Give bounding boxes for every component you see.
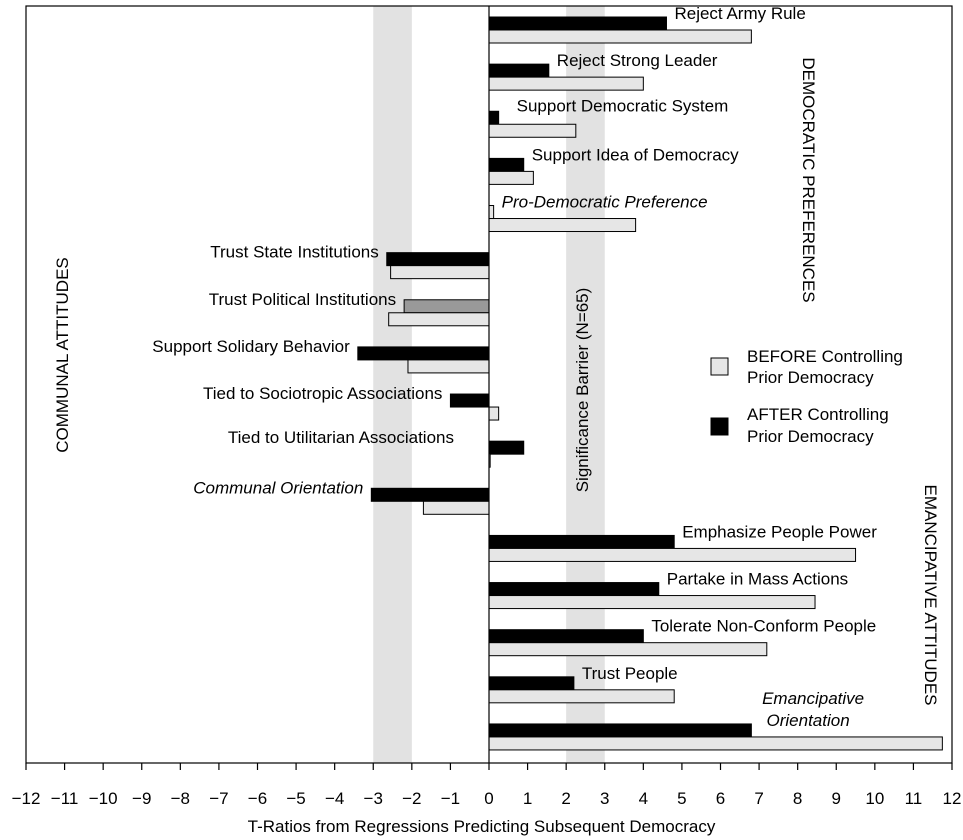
x-tick-label: 10: [865, 789, 884, 808]
legend-label-after-line2: Prior Democracy: [747, 427, 874, 446]
x-tick-label: 9: [832, 789, 841, 808]
significance-barrier-label: Significance Barrier (N=65): [573, 288, 592, 493]
x-tick-label: −4: [325, 789, 344, 808]
category-label-orientation: Orientation: [767, 711, 850, 730]
category-label-support-democratic-system: Support Democratic System: [517, 96, 729, 115]
bar-after-emancipative-orientation: [488, 723, 752, 738]
bar-before-pro-democratic-preference: [488, 218, 637, 233]
x-tick-label: −12: [12, 789, 41, 808]
bar-after-support-democratic-system: [488, 110, 500, 125]
bar-before-reject-army-rule: [488, 29, 752, 44]
bar-before-tied-to-sociotropic-associations: [488, 406, 500, 421]
category-label-reject-army-rule: Reject Army Rule: [674, 4, 805, 23]
bar-after-support-solidary-behavior: [357, 346, 490, 361]
x-tick-label: −8: [171, 789, 190, 808]
bar-before-emancipative-orientation: [488, 736, 943, 751]
bar-before-support-solidary-behavior: [407, 359, 490, 374]
bar-after-trust-people: [488, 676, 575, 691]
bar-before-communal-orientation: [422, 500, 490, 515]
x-tick-label: −6: [248, 789, 267, 808]
tick-layer: −12 −11 −10 −9 −8 −7 −6 −5 −4 −3 −2 −1 0 1 2 3 4 5 6 7 8 9 10 1…: [12, 763, 962, 808]
bar-before-support-democratic-system: [488, 123, 577, 138]
bar-before-support-idea-of-democracy: [488, 170, 534, 185]
category-label-tolerate-non-conform-people: Tolerate Non-Conform People: [651, 617, 876, 636]
group-label-emancipative-attitudes: EMANCIPATIVE ATTITUDES: [921, 484, 940, 705]
category-label-support-solidary-behavior: Support Solidary Behavior: [152, 337, 350, 356]
group-label-communal-attitudes: COMMUNAL ATTITUDES: [53, 257, 72, 453]
bar-after-reject-army-rule: [488, 16, 667, 31]
bar-after-support-idea-of-democracy: [488, 157, 525, 172]
x-tick-label: 4: [639, 789, 648, 808]
x-tick-label: −5: [286, 789, 305, 808]
x-tick-label: −9: [132, 789, 151, 808]
x-tick-label: 3: [600, 789, 609, 808]
group-label-democratic-preferences: DEMOCRATIC PREFERENCES: [799, 57, 818, 302]
x-tick-label: 8: [793, 789, 802, 808]
bar-before-emphasize-people-power: [488, 547, 857, 562]
bar-after-emphasize-people-power: [488, 534, 675, 549]
category-label-trust-state-institutions: Trust State Institutions: [210, 243, 379, 262]
x-tick-label: 5: [677, 789, 686, 808]
bar-after-trust-political-institutions: [403, 299, 490, 314]
legend-label-before-line1: BEFORE Controlling: [747, 347, 903, 366]
x-tick-label: 6: [716, 789, 725, 808]
x-tick-label: 12: [943, 789, 962, 808]
bar-after-partake-in-mass-actions: [488, 582, 660, 597]
category-label-communal-orientation: Communal Orientation: [193, 478, 363, 497]
legend-label-after-line1: AFTER Controlling: [747, 405, 889, 424]
legend-label-before-line2: Prior Democracy: [747, 368, 874, 387]
x-tick-label: −11: [51, 789, 79, 808]
bar-before-tolerate-non-conform-people: [488, 642, 768, 657]
category-label-trust-political-institutions: Trust Political Institutions: [209, 290, 396, 309]
x-tick-label: 2: [561, 789, 570, 808]
bar-after-tied-to-sociotropic-associations: [449, 393, 490, 408]
category-label-trust-people: Trust People: [582, 664, 678, 683]
legend-swatch-after: [710, 417, 729, 436]
legend: BEFORE Controlling Prior Democracy AFTER…: [710, 347, 903, 446]
bar-layer: [357, 16, 943, 751]
bar-before-small-pro-democratic-preference: [488, 205, 495, 220]
x-tick-label: −2: [402, 789, 421, 808]
category-label-emphasize-people-power: Emphasize People Power: [682, 522, 877, 541]
x-tick-label: −10: [89, 789, 118, 808]
category-label-pro-democratic-preference: Pro-Democratic Preference: [502, 193, 708, 212]
x-tick-label: −7: [209, 789, 228, 808]
x-tick-label: −3: [364, 789, 383, 808]
category-label-reject-strong-leader: Reject Strong Leader: [557, 51, 718, 70]
category-label-tied-to-sociotropic-associations: Tied to Sociotropic Associations: [203, 384, 442, 403]
label-layer: Reject Army Rule Reject Strong Leader Supp…: [152, 4, 877, 730]
legend-swatch-before: [710, 357, 729, 376]
category-label-support-idea-of-democracy: Support Idea of Democracy: [532, 145, 739, 164]
x-tick-label: 0: [484, 789, 493, 808]
bar-after-tolerate-non-conform-people: [488, 629, 644, 644]
bar-after-tied-to-utilitarian-associations: [488, 440, 525, 455]
category-label-emancipative: Emancipative: [762, 689, 864, 708]
x-axis-title: T-Ratios from Regressions Predicting Sub…: [248, 817, 716, 836]
bar-after-communal-orientation: [370, 487, 490, 502]
bar-before-trust-political-institutions: [388, 312, 490, 327]
x-tick-label: −1: [441, 789, 460, 808]
significance-band-0: [373, 6, 412, 763]
bar-before-partake-in-mass-actions: [488, 595, 816, 610]
bar-after-reject-strong-leader: [488, 63, 550, 78]
x-tick-label: 7: [754, 789, 763, 808]
bar-before-reject-strong-leader: [488, 76, 644, 91]
category-label-partake-in-mass-actions: Partake in Mass Actions: [667, 570, 848, 589]
category-label-tied-to-utilitarian-associations: Tied to Utilitarian Associations: [228, 428, 454, 447]
x-tick-label: 11: [905, 789, 923, 808]
bar-after-trust-state-institutions: [386, 252, 490, 267]
x-tick-label: 1: [523, 789, 532, 808]
bar-before-trust-people: [488, 689, 675, 704]
bar-before-trust-state-institutions: [390, 265, 490, 280]
